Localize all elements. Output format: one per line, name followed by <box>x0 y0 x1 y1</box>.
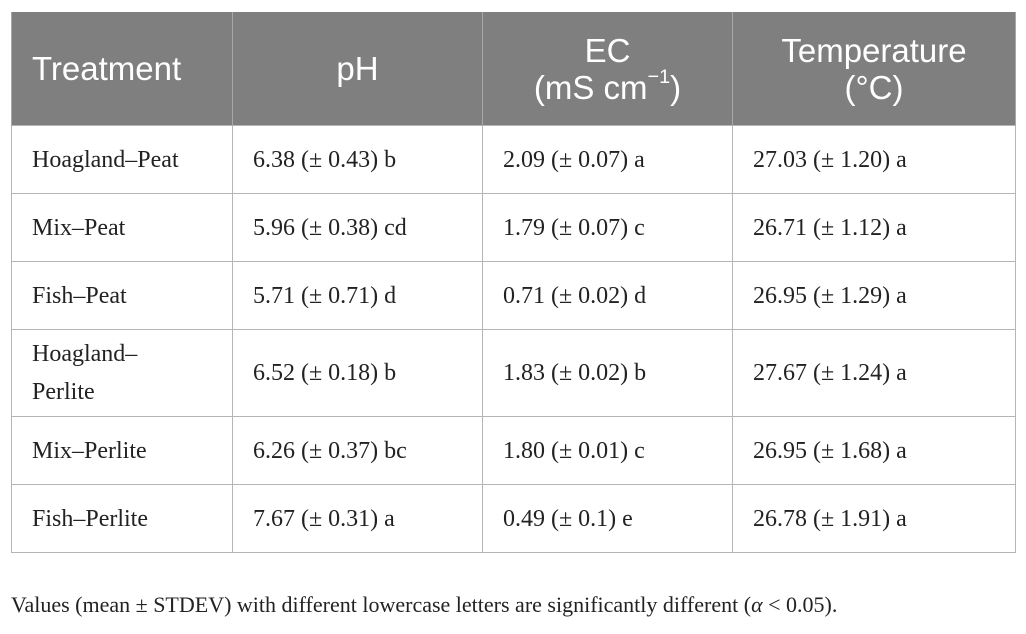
table-row: Fish–Peat 5.71 (± 0.71) d 0.71 (± 0.02) … <box>11 261 1016 330</box>
header-temperature-unit: (°C) <box>844 68 904 106</box>
cell-temperature: 26.78 (± 1.91) a <box>732 484 1016 553</box>
table-row: Fish–Perlite 7.67 (± 0.31) a 0.49 (± 0.1… <box>11 484 1016 553</box>
cell-treatment: Hoagland– Perlite <box>11 329 233 417</box>
table-row: Mix–Perlite 6.26 (± 0.37) bc 1.80 (± 0.0… <box>11 416 1016 485</box>
cell-treatment: Fish–Peat <box>11 261 233 330</box>
cell-ec: 1.83 (± 0.02) b <box>482 329 733 417</box>
cell-temperature: 26.71 (± 1.12) a <box>732 193 1016 262</box>
cell-treatment-line2: Perlite <box>32 379 95 405</box>
footnote-suffix: < 0.05). <box>762 592 838 617</box>
footnote-prefix: Values (mean ± STDEV) with different low… <box>11 592 752 617</box>
header-ec-exponent: −1 <box>647 65 671 88</box>
cell-ph: 6.52 (± 0.18) b <box>232 329 483 417</box>
footnote-alpha-symbol: α <box>751 592 763 617</box>
cell-temperature: 27.67 (± 1.24) a <box>732 329 1016 417</box>
table-row: Hoagland– Perlite 6.52 (± 0.18) b 1.83 (… <box>11 329 1016 417</box>
cell-temperature: 27.03 (± 1.20) a <box>732 125 1016 194</box>
cell-treatment: Mix–Perlite <box>11 416 233 485</box>
header-ec: EC (mS cm−1) <box>482 12 733 126</box>
cell-temperature: 26.95 (± 1.29) a <box>732 261 1016 330</box>
table-row: Mix–Peat 5.96 (± 0.38) cd 1.79 (± 0.07) … <box>11 193 1016 262</box>
cell-treatment: Mix–Peat <box>11 193 233 262</box>
cell-ph: 5.71 (± 0.71) d <box>232 261 483 330</box>
header-ec-label: EC <box>584 31 631 69</box>
cell-ph: 6.38 (± 0.43) b <box>232 125 483 194</box>
cell-treatment: Hoagland–Peat <box>11 125 233 194</box>
cell-ph: 5.96 (± 0.38) cd <box>232 193 483 262</box>
cell-treatment-line1: Hoagland– <box>32 341 138 367</box>
cell-ph: 7.67 (± 0.31) a <box>232 484 483 553</box>
header-ph: pH <box>232 12 483 126</box>
cell-ec: 0.49 (± 0.1) e <box>482 484 733 553</box>
header-row: Treatment pH EC (mS cm−1) Temperature (°… <box>11 12 1016 126</box>
cell-ec: 1.79 (± 0.07) c <box>482 193 733 262</box>
cell-ph: 6.26 (± 0.37) bc <box>232 416 483 485</box>
header-ec-unit-close: ) <box>670 68 682 106</box>
header-ec-unit: (mS cm <box>533 68 648 106</box>
header-temperature-label: Temperature <box>781 31 967 69</box>
results-table: Treatment pH EC (mS cm−1) Temperature (°… <box>11 12 1016 553</box>
cell-temperature: 26.95 (± 1.68) a <box>732 416 1016 485</box>
header-temperature: Temperature (°C) <box>732 12 1016 126</box>
cell-ec: 1.80 (± 0.01) c <box>482 416 733 485</box>
table-footnote: Values (mean ± STDEV) with different low… <box>11 592 837 618</box>
header-treatment: Treatment <box>11 12 233 126</box>
cell-ec: 2.09 (± 0.07) a <box>482 125 733 194</box>
table-row: Hoagland–Peat 6.38 (± 0.43) b 2.09 (± 0.… <box>11 125 1016 194</box>
cell-treatment: Fish–Perlite <box>11 484 233 553</box>
cell-ec: 0.71 (± 0.02) d <box>482 261 733 330</box>
